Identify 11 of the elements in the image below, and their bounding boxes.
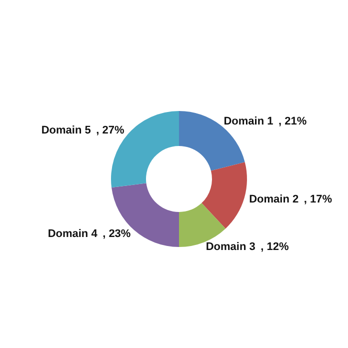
slice-label: Domain 1 — [224, 115, 274, 128]
slice-label: Domain 2 — [249, 193, 299, 206]
slice-label: Domain 5 — [41, 124, 91, 137]
slice-label: Domain 4 — [48, 228, 98, 240]
data-label: , 21% — [278, 115, 307, 128]
slice-label: Domain 3 — [206, 240, 256, 253]
data-label: , 23% — [102, 228, 131, 240]
data-label: , 17% — [304, 193, 332, 206]
donut-slice — [202, 162, 247, 229]
data-label: , 12% — [260, 240, 289, 253]
data-label: , 27% — [96, 124, 124, 137]
